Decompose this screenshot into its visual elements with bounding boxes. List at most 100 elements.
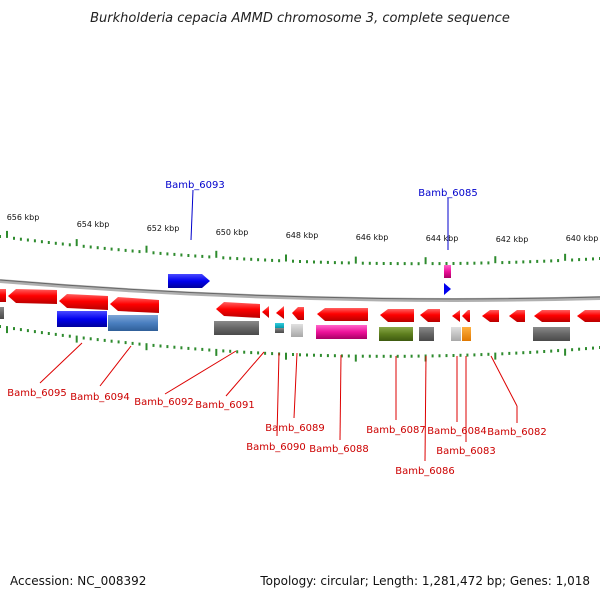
feature-box: [291, 324, 303, 337]
minor-tick: [529, 260, 532, 264]
minor-tick: [159, 251, 162, 255]
feature-box: [451, 327, 461, 341]
minor-tick: [340, 261, 343, 265]
major-tick: [564, 348, 567, 356]
gene-bamb-6096-partial[interactable]: [0, 289, 6, 302]
major-tick: [285, 352, 287, 360]
minor-tick: [529, 350, 532, 354]
label-bamb-6092: Bamb_6092: [134, 397, 194, 408]
minor-tick: [522, 260, 525, 264]
label-bamb-6095: Bamb_6095: [7, 388, 67, 399]
minor-tick: [0, 325, 1, 328]
minor-tick: [292, 353, 294, 356]
gene-bamb-6084[interactable]: [452, 310, 460, 322]
minor-tick: [466, 353, 469, 357]
reverse-label-text: Bamb_6095 Bamb_6094 Bamb_6092 Bamb_6091 …: [7, 388, 547, 477]
minor-tick: [389, 354, 392, 358]
minor-tick: [250, 351, 253, 355]
kbp-label: 656 kbp: [7, 213, 40, 222]
label-bamb-6094: Bamb_6094: [70, 392, 130, 403]
leader-line: [339, 354, 342, 441]
minor-tick: [187, 346, 190, 350]
minor-tick: [445, 354, 448, 358]
minor-tick: [180, 253, 183, 257]
minor-tick: [201, 254, 204, 258]
minor-tick: [417, 354, 420, 358]
gene-bamb-6087[interactable]: [380, 309, 414, 322]
gene-bamb-6081[interactable]: [509, 310, 525, 322]
kbp-scale: 656 kbp 654 kbp 652 kbp 650 kbp 648 kbp …: [7, 213, 599, 244]
minor-tick: [110, 339, 113, 343]
minor-tick: [194, 254, 197, 258]
gene-bamb-6085[interactable]: [444, 283, 451, 295]
leader-line: [99, 345, 132, 387]
leader-line: [164, 350, 237, 395]
kbp-label: 648 kbp: [286, 231, 319, 240]
gene-bamb-6091[interactable]: [262, 306, 269, 318]
kbp-label: 650 kbp: [216, 228, 249, 237]
label-bamb-6086: Bamb_6086: [395, 466, 455, 477]
chromosome-backbone: [0, 279, 600, 302]
minor-tick: [585, 257, 587, 261]
minor-tick: [326, 354, 329, 358]
minor-tick: [592, 346, 594, 350]
minor-tick: [501, 352, 504, 356]
minor-tick: [515, 260, 518, 264]
kbp-label: 654 kbp: [77, 220, 110, 229]
minor-tick: [271, 352, 274, 356]
gene-bamb-6088[interactable]: [317, 308, 368, 321]
minor-tick: [152, 251, 155, 255]
label-bamb-6083: Bamb_6083: [436, 446, 496, 457]
gene-bamb-6083[interactable]: [462, 310, 470, 322]
minor-tick: [347, 354, 350, 358]
minor-tick: [557, 349, 560, 353]
minor-tick: [194, 347, 197, 351]
minor-tick: [61, 242, 64, 246]
outer-tick-row: [0, 230, 600, 266]
minor-tick: [361, 354, 364, 358]
minor-tick: [306, 260, 308, 264]
gene-bamb-6082[interactable]: [482, 310, 499, 322]
minor-tick: [47, 241, 50, 244]
minor-tick: [459, 353, 462, 357]
minor-tick: [103, 338, 106, 342]
major-tick: [6, 230, 8, 238]
minor-tick: [180, 346, 183, 350]
gene-bamb-6090[interactable]: [276, 306, 284, 319]
minor-tick: [550, 349, 553, 353]
minor-tick: [578, 258, 581, 262]
minor-tick: [438, 354, 441, 358]
minor-tick: [431, 354, 434, 358]
feature-box: [419, 327, 434, 341]
label-bamb-6089: Bamb_6089: [265, 423, 325, 434]
gene-bamb-6086[interactable]: [420, 309, 440, 322]
minor-tick: [131, 341, 134, 345]
minor-tick: [138, 250, 141, 254]
minor-tick: [96, 246, 99, 250]
minor-tick: [201, 347, 204, 351]
minor-tick: [89, 245, 92, 249]
major-tick: [564, 253, 567, 261]
gene-bamb-6089[interactable]: [292, 307, 304, 320]
gene-bamb-6092[interactable]: [216, 302, 260, 318]
gene-bamb-6080[interactable]: [534, 310, 570, 322]
kbp-label: 644 kbp: [426, 234, 459, 243]
minor-tick: [508, 260, 511, 264]
minor-tick: [159, 344, 162, 348]
gene-bamb-6094-part[interactable]: [59, 294, 108, 310]
major-tick: [494, 256, 497, 264]
leader-line: [490, 355, 518, 407]
forward-strand: [168, 265, 451, 295]
minor-tick: [543, 259, 546, 263]
minor-tick: [222, 256, 225, 260]
topology-label: Topology: circular; Length: 1,281,472 bp…: [260, 574, 590, 588]
gene-bamb-6093[interactable]: [168, 274, 210, 288]
minor-tick: [229, 256, 232, 260]
gene-bamb-6095[interactable]: [8, 289, 57, 304]
gene-bamb-6079[interactable]: [577, 310, 600, 322]
leader-line: [225, 351, 265, 397]
gene-bamb-6093-neighbor[interactable]: [110, 297, 159, 313]
minor-tick: [306, 353, 308, 357]
major-tick: [75, 239, 78, 247]
minor-tick: [452, 262, 455, 265]
